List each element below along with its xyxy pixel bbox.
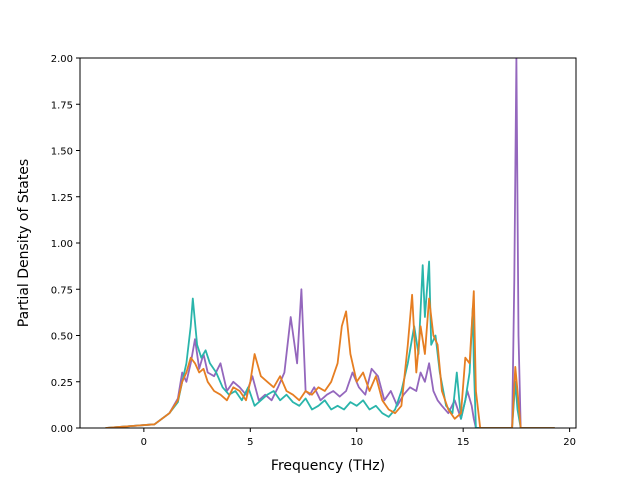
y-tick-label: 1.00 xyxy=(51,239,73,250)
y-tick-label: 0.50 xyxy=(51,332,73,343)
y-tick-label: 2.00 xyxy=(51,54,73,65)
y-axis: 0.00 0.25 0.50 0.75 1.00 1.25 1.50 1.75 2.00 xyxy=(51,54,80,435)
y-tick-label: 1.50 xyxy=(51,147,73,158)
x-tick-label: 20 xyxy=(563,437,576,448)
series-line-1 xyxy=(105,58,555,428)
x-tick-label: 10 xyxy=(350,437,363,448)
x-tick-label: 5 xyxy=(247,437,253,448)
series-line-3 xyxy=(105,290,555,428)
y-tick-label: 1.75 xyxy=(51,100,73,111)
x-axis-title: Frequency (THz) xyxy=(271,458,385,474)
series-layer xyxy=(105,58,555,428)
series-line-2 xyxy=(105,260,555,428)
y-tick-label: 0.75 xyxy=(51,285,73,296)
x-tick-label: 0 xyxy=(141,437,147,448)
y-axis-title: Partial Density of States xyxy=(16,159,32,327)
x-tick-label: 15 xyxy=(457,437,470,448)
y-tick-label: 0.00 xyxy=(51,424,73,435)
x-axis: 0 5 10 15 20 xyxy=(141,428,576,448)
y-tick-label: 1.25 xyxy=(51,193,73,204)
y-tick-label: 0.25 xyxy=(51,378,73,389)
